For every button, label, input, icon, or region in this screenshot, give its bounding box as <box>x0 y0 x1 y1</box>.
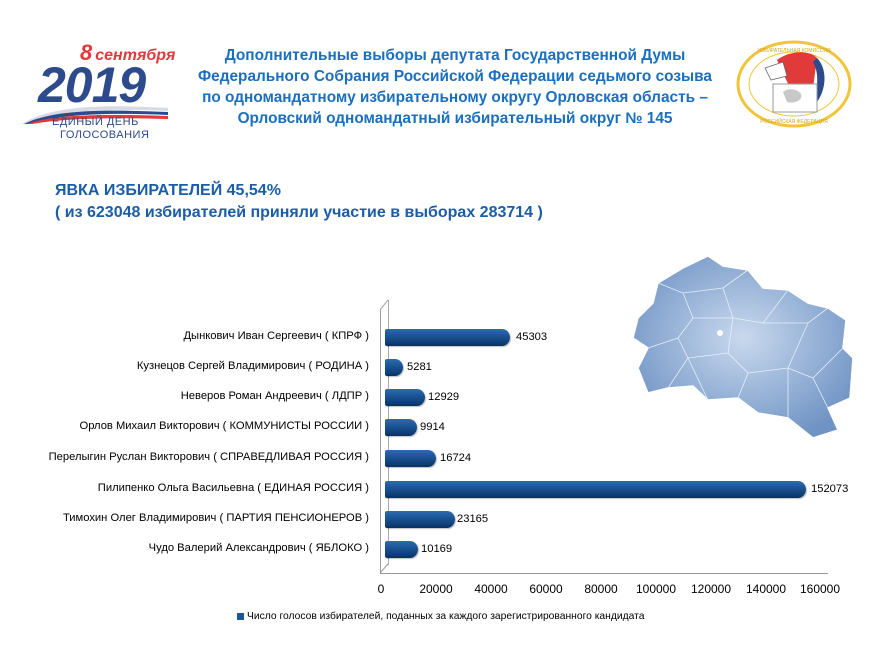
vote-bar <box>385 541 418 558</box>
election-commission-emblem-icon: ИЗБИРАТЕЛЬНАЯ КОМИССИЯ РОССИЙСКАЯ ФЕДЕРА… <box>736 40 852 128</box>
vote-bar <box>385 511 455 528</box>
vote-bar <box>385 419 417 436</box>
x-tick-label: 40000 <box>474 582 508 596</box>
turnout-percentage: ЯВКА ИЗБИРАТЕЛЕЙ 45,54% <box>55 182 281 199</box>
x-tick-label: 100000 <box>635 582 677 596</box>
bar-row: Неверов Роман Андреевич ( ЛДПР ) 12929 <box>0 388 889 408</box>
candidate-label: Орлов Михаил Викторович ( КОММУНИСТЫ РОС… <box>79 420 369 432</box>
svg-text:ИЗБИРАТЕЛЬНАЯ КОМИССИЯ: ИЗБИРАТЕЛЬНАЯ КОМИССИЯ <box>757 48 831 54</box>
x-tick-label: 160000 <box>799 582 841 596</box>
vote-value: 10169 <box>421 543 453 555</box>
vote-value: 45303 <box>516 331 548 343</box>
chart-legend: Число голосов избирателей, поданных за к… <box>237 611 644 622</box>
vote-value: 5281 <box>407 361 432 373</box>
vote-bar <box>385 450 436 467</box>
x-tick-label: 20000 <box>419 582 453 596</box>
bar-row: Чудо Валерий Александрович ( ЯБЛОКО ) 10… <box>0 540 889 560</box>
bar-row: Перелыгин Руслан Викторович ( СПРАВЕДЛИВ… <box>0 449 889 469</box>
title-line: Орловский одномандатный избирательный ок… <box>237 110 673 127</box>
chart-axis-line <box>380 310 381 574</box>
candidate-label: Неверов Роман Андреевич ( ЛДПР ) <box>180 390 369 402</box>
logo-subtitle: ЕДИНЫЙ ДЕНЬ ГОЛОСОВАНИЯ <box>52 116 150 141</box>
x-tick-label: 0 <box>377 582 385 596</box>
vote-bar <box>385 481 806 498</box>
x-tick-label: 140000 <box>745 582 787 596</box>
oryol-region-map <box>632 255 854 439</box>
candidate-label: Тимохин Олег Владимирович ( ПАРТИЯ ПЕНСИ… <box>62 512 369 524</box>
bar-row: Орлов Михаил Викторович ( КОММУНИСТЫ РОС… <box>0 418 889 438</box>
svg-text:РОССИЙСКАЯ ФЕДЕРАЦИЯ: РОССИЙСКАЯ ФЕДЕРАЦИЯ <box>760 117 828 125</box>
vote-bar <box>385 359 403 376</box>
legend-label: Число голосов избирателей, поданных за к… <box>247 611 645 622</box>
title-line: по одномандатному избирательному округу … <box>202 89 708 106</box>
bar-row: Тимохин Олег Владимирович ( ПАРТИЯ ПЕНСИ… <box>0 510 889 530</box>
bar-row: Дынкович Иван Сергеевич ( КПРФ ) 45303 <box>0 328 889 348</box>
election-day-logo: 8 сентября 2019 ЕДИНЫЙ ДЕНЬ ГОЛОСОВАНИЯ <box>18 36 178 146</box>
vote-value: 152073 <box>811 483 849 495</box>
x-tick-label: 120000 <box>690 582 732 596</box>
bar-row: Кузнецов Сергей Владимирович ( РОДИНА ) … <box>0 358 889 378</box>
turnout-details: ( из 623048 избирателей приняли участие … <box>55 204 543 221</box>
legend-swatch-icon <box>237 613 244 620</box>
logo-year: 2019 <box>38 57 146 113</box>
bar-row: Пилипенко Ольга Васильевна ( ЕДИНАЯ РОСС… <box>0 480 889 500</box>
vote-bar <box>385 389 425 406</box>
turnout-summary: ЯВКА ИЗБИРАТЕЛЕЙ 45,54% ( из 623048 изби… <box>55 180 543 224</box>
vote-value: 16724 <box>440 452 472 464</box>
x-tick-label: 80000 <box>584 582 618 596</box>
candidate-label: Дынкович Иван Сергеевич ( КПРФ ) <box>183 330 369 342</box>
vote-value: 9914 <box>420 421 445 433</box>
chart-floor-line <box>380 573 828 574</box>
vote-bar <box>385 329 510 346</box>
title-line: Федерального Собрания Российской Федерац… <box>198 68 712 85</box>
candidate-label: Перелыгин Руслан Викторович ( СПРАВЕДЛИВ… <box>48 451 369 463</box>
russian-flag-swoosh-icon <box>22 106 168 124</box>
candidate-label: Кузнецов Сергей Владимирович ( РОДИНА ) <box>136 360 369 372</box>
vote-value: 23165 <box>457 513 489 525</box>
chart-depth-edges <box>380 299 389 574</box>
vote-value: 12929 <box>428 391 460 403</box>
candidate-label: Пилипенко Ольга Васильевна ( ЕДИНАЯ РОСС… <box>97 482 369 494</box>
x-tick-label: 60000 <box>529 582 563 596</box>
candidate-label: Чудо Валерий Александрович ( ЯБЛОКО ) <box>148 542 369 554</box>
page-title: Дополнительные выборы депутата Государст… <box>190 45 720 129</box>
logo-date: 8 сентября <box>80 40 176 65</box>
title-line: Дополнительные выборы депутата Государст… <box>224 47 686 64</box>
